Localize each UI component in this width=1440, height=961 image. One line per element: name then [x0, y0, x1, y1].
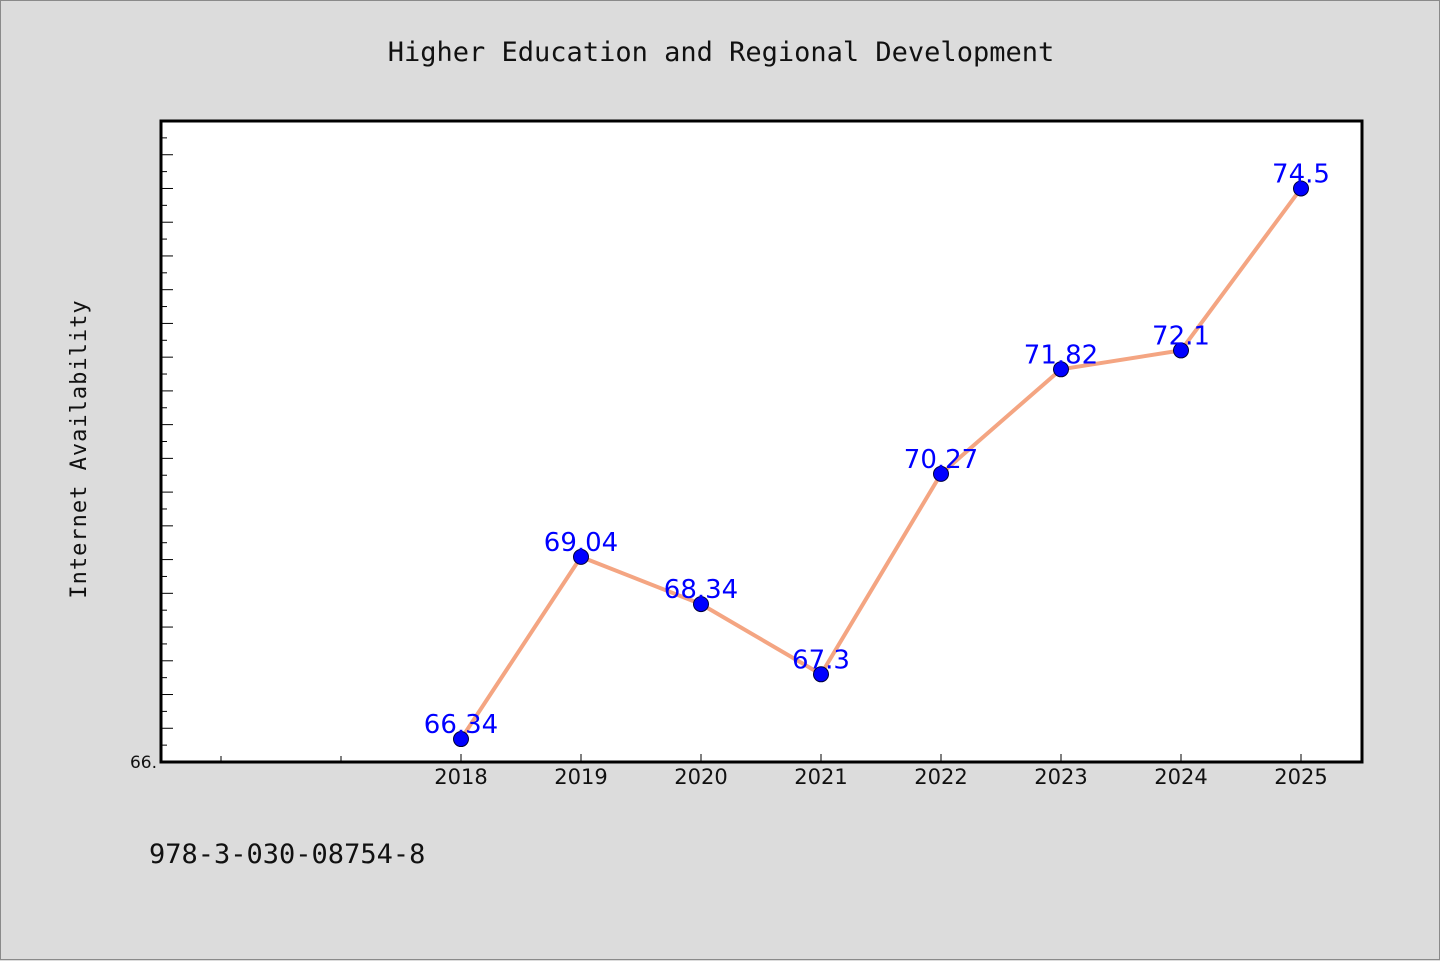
data-label: 69.04 — [544, 528, 618, 558]
data-label: 67.3 — [792, 645, 850, 675]
x-tick-label: 2018 — [434, 765, 487, 789]
y-tick-label: 66. — [130, 753, 157, 773]
series-layer: 66.34 69.04 68.34 67.3 70.27 71.82 72.1 74.5 — [424, 159, 1330, 748]
x-tick-label: 2019 — [554, 765, 607, 789]
data-label: 71.82 — [1024, 340, 1098, 370]
data-point — [693, 596, 709, 613]
plot-area — [159, 119, 1364, 764]
x-axis-ticks: 2018 2019 2020 2021 2022 2023 2024 2025 — [220, 754, 1328, 789]
data-label: 68.34 — [664, 575, 738, 605]
chart-title: Higher Education and Regional Developmen… — [388, 37, 1054, 68]
data-point — [453, 731, 469, 748]
footer-code: 978-3-030-08754-8 — [149, 839, 425, 870]
x-tick-label: 2025 — [1274, 765, 1327, 789]
x-tick-label: 2022 — [914, 765, 967, 789]
data-point — [1293, 180, 1309, 197]
data-point — [573, 548, 589, 565]
y-axis-ticks: 66. — [130, 137, 173, 773]
series-line — [459, 187, 1303, 741]
data-point — [933, 465, 949, 482]
data-point — [813, 666, 829, 683]
x-tick-label: 2021 — [794, 765, 847, 789]
data-label: 74.5 — [1272, 159, 1330, 189]
data-label: 70.27 — [904, 445, 978, 475]
x-tick-label: 2020 — [674, 765, 727, 789]
data-point — [1053, 361, 1069, 378]
y-axis-label: Internet Availability — [67, 299, 92, 598]
x-tick-label: 2023 — [1034, 765, 1087, 789]
x-tick-label: 2024 — [1154, 765, 1207, 789]
data-label: 66.34 — [424, 710, 498, 740]
data-point — [1173, 342, 1189, 359]
data-label: 72.1 — [1152, 321, 1210, 351]
